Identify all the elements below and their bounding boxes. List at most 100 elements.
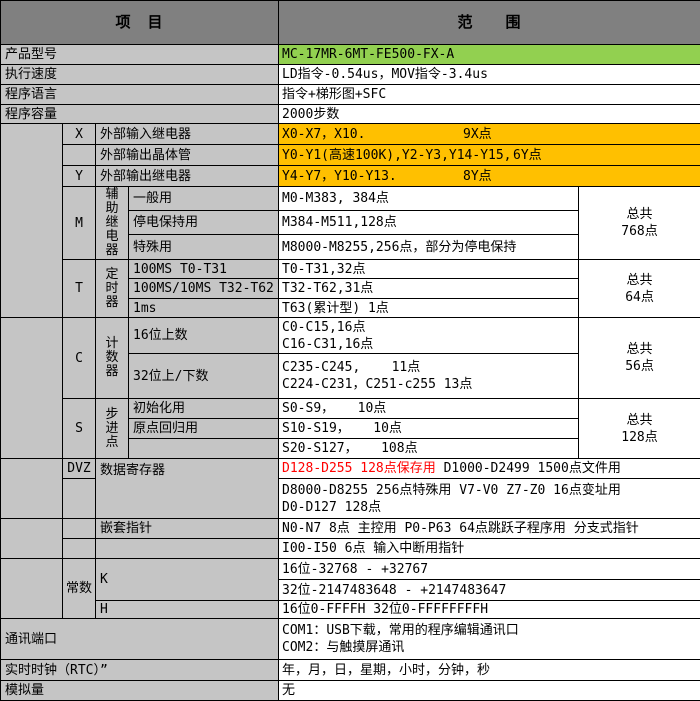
constant-k-label: K	[96, 559, 279, 601]
output-transistor-label: 外部输出晶体管	[96, 145, 279, 166]
code-dvz: DVZ	[63, 459, 96, 479]
s-category-label: 步进点	[96, 399, 129, 459]
input-relay-range: X0-X7，X10.	[282, 126, 463, 143]
row-comm-port: 通讯端口 COM1：USB下载，常用的程序编辑通讯口 COM2：与触摸屏通讯	[1, 619, 700, 660]
row-input-relay: X 外部输入继电器 X0-X7，X10.9X点	[1, 124, 700, 145]
spacer-cell-dvz	[1, 459, 63, 519]
t-category-label: 定时器	[96, 260, 129, 318]
nested-pointer-label: 嵌套指针	[96, 519, 279, 539]
data-register-rest: D1000-D2499 1500点文件用	[436, 461, 621, 476]
row-t-100ms: T 定时器 100MS T0-T31 T0-T31,32点 总共 64点	[1, 260, 700, 279]
m-general-label: 一般用	[129, 187, 279, 211]
output-transistor-points: 6Y点	[513, 148, 542, 163]
input-relay-label: 外部输入继电器	[96, 124, 279, 145]
data-register-value-1: D128-D255 128点保存用 D1000-D2499 1500点文件用	[279, 459, 700, 479]
product-model-value: MC-17MR-6MT-FE500-FX-A	[279, 45, 700, 65]
s-general-label	[129, 439, 279, 459]
code-blank-pointer-1	[63, 519, 96, 539]
c-16bit-label: 16位上数	[129, 318, 279, 354]
constant-k16-value: 16位-32768 - +32767	[279, 559, 700, 580]
comm-port-label: 通讯端口	[1, 619, 279, 660]
program-capacity-label: 程序容量	[1, 105, 279, 124]
code-t: T	[63, 260, 96, 318]
nested-pointer-label-blank	[96, 539, 279, 559]
t-10ms-label: 100MS/10MS T32-T62	[129, 279, 279, 299]
row-exec-speed: 执行速度 LD指令-0.54us，MOV指令-3.4us	[1, 65, 700, 85]
row-pointer-2: I00-I50 6点 输入中断用指针	[1, 539, 700, 559]
analog-value: 无	[279, 681, 700, 701]
s-return-label: 原点回归用	[129, 419, 279, 439]
nested-pointer-value-2: I00-I50 6点 输入中断用指针	[279, 539, 700, 559]
constant-h-label: H	[96, 601, 279, 619]
program-language-label: 程序语言	[1, 85, 279, 105]
comm-port-value: COM1：USB下载，常用的程序编辑通讯口 COM2：与触摸屏通讯	[279, 619, 700, 660]
c-16bit-value: C0-C15,16点 C16-C31,16点	[279, 318, 579, 354]
t-10ms-value: T32-T62,31点	[279, 279, 579, 299]
constant-h-value: 16位0-FFFFH 32位0-FFFFFFFFH	[279, 601, 700, 619]
output-relay-value: Y4-Y7，Y10-Y13.8Y点	[279, 166, 700, 187]
code-y: Y	[63, 166, 96, 187]
spacer-cell-pointer	[1, 519, 63, 559]
row-analog: 模拟量 无	[1, 681, 700, 701]
constant-code: 常数	[63, 559, 96, 619]
s-return-value: S10-S19， 10点	[279, 419, 579, 439]
row-constant-k16: 常数 K 16位-32768 - +32767	[1, 559, 700, 580]
output-relay-label: 外部输出继电器	[96, 166, 279, 187]
spacer-cell-upper	[1, 124, 63, 318]
analog-label: 模拟量	[1, 681, 279, 701]
header-range-cell: 范 围	[279, 1, 700, 45]
output-transistor-value: Y0-Y1(高速100K),Y2-Y3,Y14-Y15,6Y点	[279, 145, 700, 166]
constant-k32-value: 32位-2147483648 - +2147483647	[279, 580, 700, 601]
rtc-value: 年，月，日，星期，小时，分钟，秒	[279, 660, 700, 681]
spacer-cell-middle	[1, 318, 63, 459]
code-s: S	[63, 399, 96, 459]
m-category-label: 辅助继电器	[96, 187, 129, 260]
m-total-cell: 总共 768点	[579, 187, 700, 260]
code-blank-dvz	[63, 479, 96, 519]
t-total-cell: 总共 64点	[579, 260, 700, 318]
row-s-init: S 步进点 初始化用 S0-S9， 10点 总共 128点	[1, 399, 700, 419]
s-total-cell: 总共 128点	[579, 399, 700, 459]
s-init-value: S0-S9， 10点	[279, 399, 579, 419]
input-relay-points: 9X点	[463, 127, 492, 142]
c-32bit-value: C235-C245, 11点 C224-C231，C251-c255 13点	[279, 354, 579, 399]
nested-pointer-value-1: N0-N7 8点 主控用 P0-P63 64点跳跃子程序用 分支式指针	[279, 519, 700, 539]
row-c-16bit: C 计数器 16位上数 C0-C15,16点 C16-C31,16点 总共 56…	[1, 318, 700, 354]
row-dvz-1: DVZ 数据寄存器 D128-D255 128点保存用 D1000-D2499 …	[1, 459, 700, 479]
row-program-language: 程序语言 指令+梯形图+SFC	[1, 85, 700, 105]
c-category-label: 计数器	[96, 318, 129, 399]
code-m: M	[63, 187, 96, 260]
code-blank-pointer-2	[63, 539, 96, 559]
row-program-capacity: 程序容量 2000步数	[1, 105, 700, 124]
product-model-label: 产品型号	[1, 45, 279, 65]
header-item-cell: 项 目	[1, 1, 279, 45]
row-rtc: 实时时钟（RTC）” 年，月，日，星期，小时，分钟，秒	[1, 660, 700, 681]
s-init-label: 初始化用	[129, 399, 279, 419]
spacer-cell-constant	[1, 559, 63, 619]
row-constant-h: H 16位0-FFFFH 32位0-FFFFFFFFH	[1, 601, 700, 619]
output-relay-range: Y4-Y7，Y10-Y13.	[282, 168, 463, 185]
data-register-label: 数据寄存器	[96, 459, 279, 519]
output-transistor-range: Y0-Y1(高速100K),Y2-Y3,Y14-Y15,	[282, 147, 513, 164]
s-general-value: S20-S127， 108点	[279, 439, 579, 459]
header-row: 项 目 范 围	[1, 1, 700, 45]
t-1ms-label: 1ms	[129, 299, 279, 318]
code-x: X	[63, 124, 96, 145]
row-m-general: M 辅助继电器 一般用 M0-M383, 384点 总共 768点	[1, 187, 700, 211]
program-language-value: 指令+梯形图+SFC	[279, 85, 700, 105]
m-latched-label: 停电保持用	[129, 211, 279, 235]
row-product-model: 产品型号 MC-17MR-6MT-FE500-FX-A	[1, 45, 700, 65]
code-c: C	[63, 318, 96, 399]
m-latched-value: M384-M511,128点	[279, 211, 579, 235]
code-blank-1	[63, 145, 96, 166]
data-register-value-2: D8000-D8255 256点特殊用 V7-V0 Z7-Z0 16点变址用 D…	[279, 479, 700, 519]
t-1ms-value: T63(累计型) 1点	[279, 299, 579, 318]
row-output-transistor: 外部输出晶体管 Y0-Y1(高速100K),Y2-Y3,Y14-Y15,6Y点	[1, 145, 700, 166]
t-100ms-value: T0-T31,32点	[279, 260, 579, 279]
input-relay-value: X0-X7，X10.9X点	[279, 124, 700, 145]
m-general-value: M0-M383, 384点	[279, 187, 579, 211]
program-capacity-value: 2000步数	[279, 105, 700, 124]
row-pointer-1: 嵌套指针 N0-N7 8点 主控用 P0-P63 64点跳跃子程序用 分支式指针	[1, 519, 700, 539]
row-output-relay: Y 外部输出继电器 Y4-Y7，Y10-Y13.8Y点	[1, 166, 700, 187]
